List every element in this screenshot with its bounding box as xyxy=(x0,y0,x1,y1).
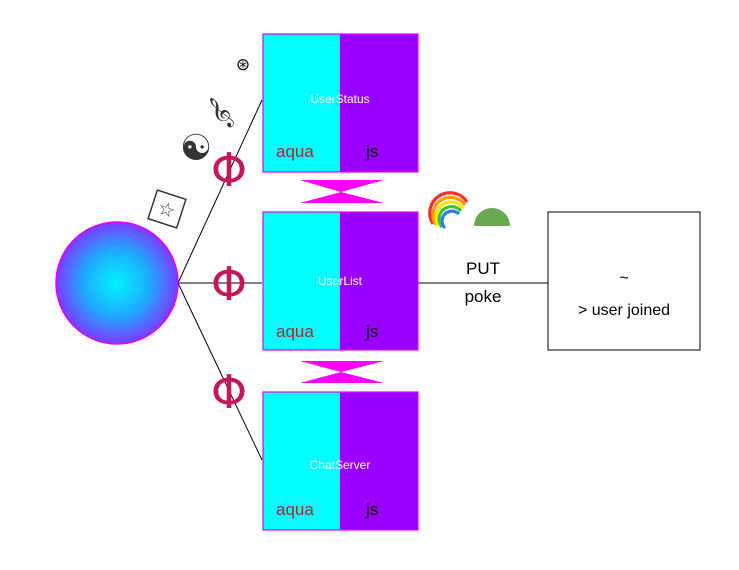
node-userlist[interactable]: UserList aqua js xyxy=(262,211,419,351)
node-chatserver[interactable]: ChatServer aqua js xyxy=(262,391,419,531)
js-panel xyxy=(340,34,418,172)
aqua-label: aqua xyxy=(276,142,314,161)
svg-text:☆: ☆ xyxy=(155,197,178,223)
aqua-label: aqua xyxy=(276,322,314,341)
output-line-2: > user joined xyxy=(578,302,670,319)
node-title: ChatServer xyxy=(310,458,371,472)
output-line-1: ~ xyxy=(619,270,628,287)
circled-asterisk-icon: ⊛ xyxy=(236,55,250,75)
aqua-panel xyxy=(263,34,340,172)
yin-yang-icon: ☯ xyxy=(180,128,212,169)
js-label: js xyxy=(365,500,378,519)
node-border xyxy=(262,33,419,173)
aqua-panel xyxy=(263,212,340,350)
green-semicircle-icon xyxy=(474,208,510,226)
phi-icon: Φ xyxy=(211,365,247,419)
line-to-chatserver xyxy=(177,282,263,461)
phi-icon: Φ xyxy=(211,143,247,197)
rainbow-icon xyxy=(428,191,469,230)
node-border xyxy=(262,211,419,351)
js-panel xyxy=(340,392,418,530)
output-box: ~ > user joined xyxy=(547,211,701,351)
sphere-icon xyxy=(55,221,179,345)
js-panel xyxy=(340,212,418,350)
aqua-label: aqua xyxy=(276,500,314,519)
edge-method-label: PUT xyxy=(466,259,500,278)
js-label: js xyxy=(365,142,378,161)
edge-action-label: poke xyxy=(465,287,502,306)
js-label: js xyxy=(365,322,378,341)
star-card-icon: ☆ xyxy=(147,189,187,229)
phi-glyphs: Φ Φ Φ xyxy=(211,143,247,419)
line-to-userstatus xyxy=(177,99,263,284)
node-title: UserStatus xyxy=(310,92,369,106)
node-title: UserList xyxy=(318,274,363,288)
bowtie-connector xyxy=(300,180,384,203)
bowtie-connector xyxy=(300,361,384,383)
node-border xyxy=(262,391,419,531)
node-userstatus[interactable]: UserStatus aqua js xyxy=(262,33,419,173)
aqua-panel xyxy=(263,392,340,530)
connector-lines xyxy=(177,99,548,461)
phi-icon: Φ xyxy=(211,257,247,311)
